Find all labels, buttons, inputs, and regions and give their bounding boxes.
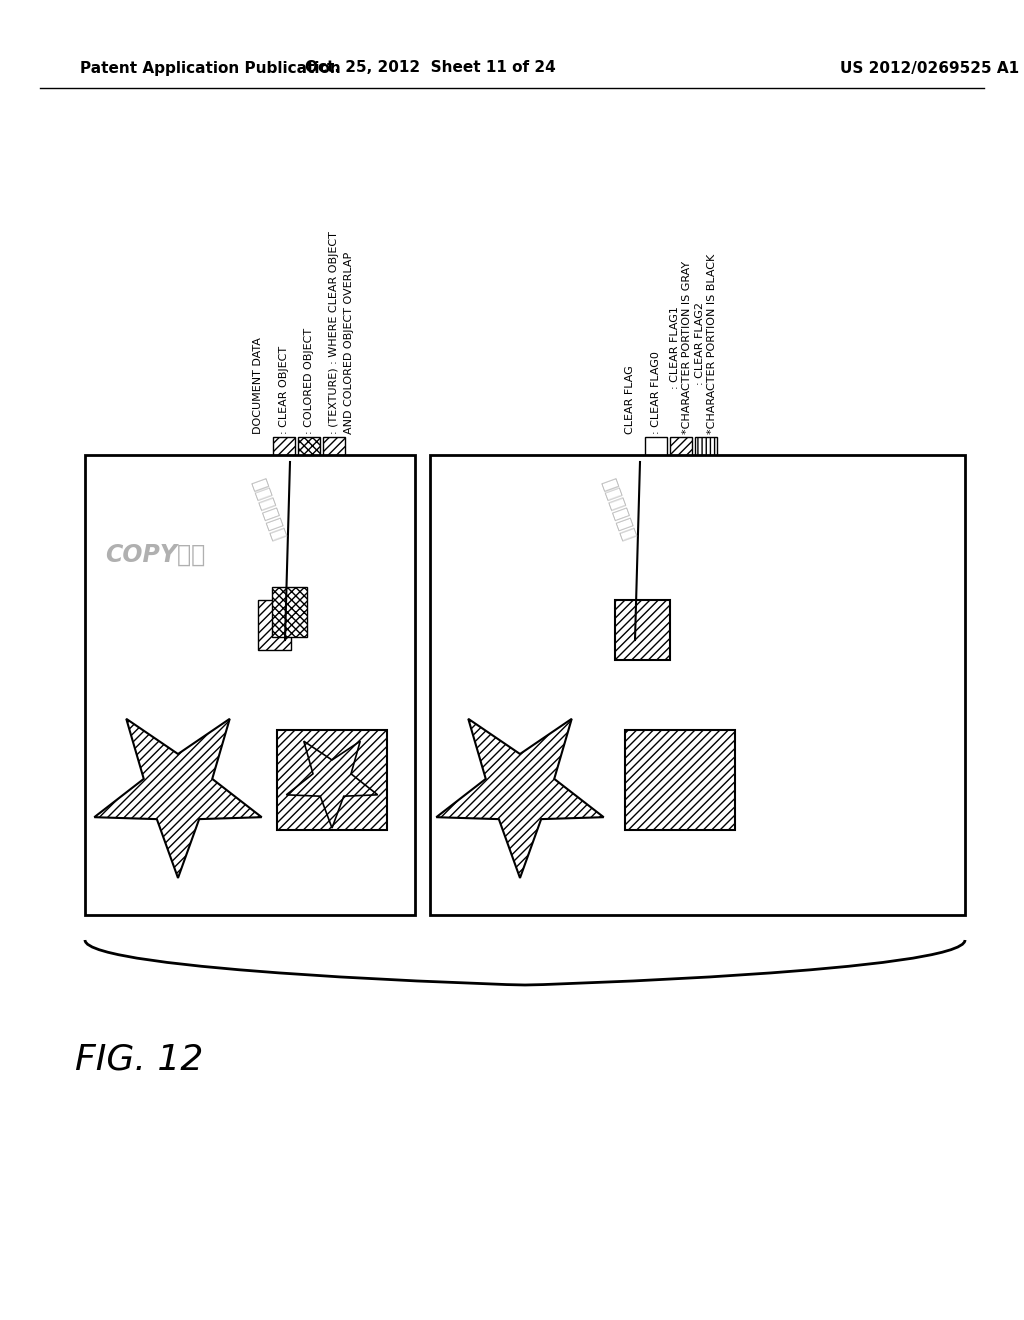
Text: COPY禁止: COPY禁止 — [105, 543, 205, 568]
Text: Patent Application Publication: Patent Application Publication — [80, 61, 341, 75]
Bar — [625, 730, 735, 830]
Text: CLEAR FLAG: CLEAR FLAG — [625, 366, 635, 434]
Bar — [273, 437, 295, 465]
Text: AND COLORED OBJECT OVERLAP: AND COLORED OBJECT OVERLAP — [344, 252, 354, 434]
Text: US 2012/0269525 A1: US 2012/0269525 A1 — [840, 61, 1019, 75]
Polygon shape — [94, 719, 262, 878]
Text: Oct. 25, 2012  Sheet 11 of 24: Oct. 25, 2012 Sheet 11 of 24 — [304, 61, 555, 75]
Bar — [323, 437, 345, 465]
Text: 文字デザイン: 文字デザイン — [249, 477, 288, 544]
Text: : COLORED OBJECT: : COLORED OBJECT — [304, 327, 314, 434]
Text: DOCUMENT DATA: DOCUMENT DATA — [253, 337, 263, 434]
Bar — [278, 730, 387, 830]
Text: : CLEAR FLAG0: : CLEAR FLAG0 — [651, 351, 662, 434]
Bar — [272, 587, 307, 638]
Text: FIG. 12: FIG. 12 — [75, 1043, 204, 1077]
Bar — [298, 437, 319, 465]
Text: : CLEAR OBJECT: : CLEAR OBJECT — [279, 346, 289, 434]
Bar — [430, 455, 965, 915]
Bar — [645, 437, 667, 465]
Text: : (TEXTURE) : WHERE CLEAR OBJECT: : (TEXTURE) : WHERE CLEAR OBJECT — [329, 231, 339, 434]
Bar — [615, 601, 670, 660]
Polygon shape — [436, 719, 604, 878]
Polygon shape — [287, 741, 378, 828]
Text: : CLEAR FLAG1
*CHARACTER PORTION IS GRAY: : CLEAR FLAG1 *CHARACTER PORTION IS GRAY — [670, 261, 692, 434]
Text: : CLEAR FLAG2
*CHARACTER PORTION IS BLACK: : CLEAR FLAG2 *CHARACTER PORTION IS BLAC… — [695, 253, 717, 434]
Bar — [695, 437, 717, 465]
Bar — [670, 437, 692, 465]
Bar — [258, 601, 291, 649]
Bar — [85, 455, 415, 915]
Text: 文字デザイン: 文字デザイン — [598, 477, 638, 544]
